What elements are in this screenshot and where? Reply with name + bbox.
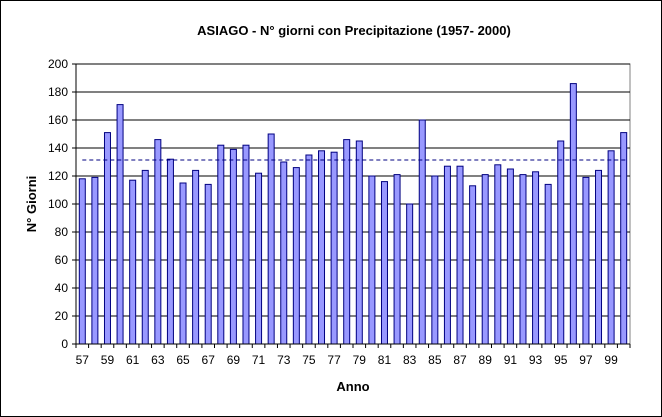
bar-76	[318, 150, 326, 345]
x-tick-label: 95	[554, 353, 568, 367]
x-tick-label: 89	[479, 353, 493, 367]
bar-89	[481, 174, 489, 345]
bar-71	[255, 172, 263, 345]
y-axis-title: N° Giorni	[24, 176, 39, 232]
bar-86	[443, 165, 451, 345]
bar-83	[406, 203, 414, 345]
y-tick-label: 180	[48, 85, 68, 99]
bar-79	[355, 140, 363, 345]
x-tick-label: 71	[252, 353, 266, 367]
bar-98	[595, 169, 603, 345]
x-tick-label: 93	[529, 353, 543, 367]
y-tick-label: 20	[55, 309, 69, 323]
bar-99	[607, 150, 615, 345]
bar-64	[166, 158, 174, 345]
y-tick-label: 100	[48, 197, 68, 211]
x-tick-label: 97	[579, 353, 593, 367]
bar-65	[179, 182, 187, 345]
x-tick-label: 79	[353, 353, 367, 367]
bar-95	[557, 140, 565, 345]
bar-85	[431, 175, 439, 345]
bar-70	[242, 144, 250, 345]
bar-81	[380, 181, 388, 345]
bar-90	[494, 164, 502, 345]
bar-58	[91, 176, 99, 345]
bar-94	[544, 183, 552, 345]
bar-72	[267, 133, 275, 345]
bar-84	[418, 119, 426, 345]
bars	[78, 83, 628, 345]
bar-68	[217, 144, 225, 345]
y-tick-label: 200	[48, 57, 68, 71]
x-tick-label: 99	[604, 353, 618, 367]
x-axis-title: Anno	[336, 379, 369, 394]
bar-59	[103, 132, 111, 345]
bar-63	[154, 139, 162, 345]
x-tick-label: 91	[504, 353, 518, 367]
x-tick-label: 65	[176, 353, 190, 367]
bar-88	[469, 185, 477, 345]
x-tick-label: 59	[101, 353, 115, 367]
y-tick-label: 40	[55, 281, 69, 295]
y-tick-label: 120	[48, 169, 68, 183]
x-tick-labels: 57 59 61 63 65 67 69 71 73 75 77 79 81 83 85 87 89 91 93 95…	[76, 353, 618, 367]
y-tick-label: 60	[55, 253, 69, 267]
bar-97	[582, 176, 590, 345]
bar-87	[456, 165, 464, 345]
bar-67	[204, 183, 212, 345]
bar-62	[141, 169, 149, 345]
bar-60	[116, 104, 124, 345]
x-tick-label: 69	[227, 353, 241, 367]
y-tick-labels: 0 20 40 60 80 100 120 140 160 180 200	[48, 57, 68, 351]
x-tick-label: 67	[202, 353, 216, 367]
x-tick-label: 81	[378, 353, 392, 367]
bar-100	[620, 132, 628, 345]
bar-69	[229, 148, 237, 345]
bar-91	[506, 168, 514, 345]
bar-80	[368, 175, 376, 345]
x-tick-label: 73	[277, 353, 291, 367]
bar-92	[519, 174, 527, 345]
x-tick-label: 63	[151, 353, 165, 367]
bar-61	[129, 179, 137, 345]
y-tick-label: 0	[61, 337, 68, 351]
bar-75	[305, 154, 313, 345]
x-tick-label: 83	[403, 353, 417, 367]
bar-57	[78, 178, 86, 345]
x-tick-label: 61	[126, 353, 140, 367]
x-tick-label: 85	[428, 353, 442, 367]
x-tick-label: 75	[302, 353, 316, 367]
y-tick-label: 160	[48, 113, 68, 127]
bar-93	[532, 171, 540, 345]
bar-77	[330, 151, 338, 345]
x-tick-label: 77	[327, 353, 341, 367]
bar-73	[280, 161, 288, 345]
bar-66	[192, 169, 200, 345]
bar-74	[292, 167, 300, 345]
bar-82	[393, 174, 401, 345]
y-tick-label: 80	[55, 225, 69, 239]
axes	[72, 63, 631, 348]
x-tick-label: 57	[76, 353, 90, 367]
chart-title: ASIAGO - N° giorni con Precipitazione (1…	[197, 23, 511, 38]
bar-78	[343, 139, 351, 345]
bar-96	[569, 83, 577, 345]
y-tick-label: 140	[48, 141, 68, 155]
x-tick-label: 87	[453, 353, 467, 367]
